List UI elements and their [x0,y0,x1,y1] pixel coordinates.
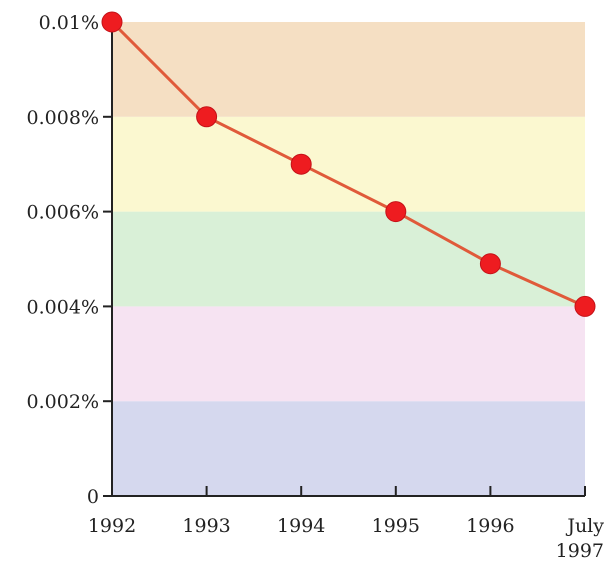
background-band-2 [112,211,585,307]
x-tick-label: 1994 [277,515,325,537]
x-tick-label-line: 1995 [372,515,420,537]
x-tick-label-line: 1993 [182,515,230,537]
x-tick-label: 1992 [88,515,136,537]
data-point [574,295,596,317]
x-tick-label-line: 1994 [277,515,325,537]
y-tick-label: 0.006% [27,202,99,224]
data-point [196,106,218,128]
data-point [385,201,407,223]
y-tick-label: 0.002% [27,391,99,413]
y-axis-tick-labels: 0 0.002% 0.004% 0.006% 0.008% 0.01% [27,12,99,508]
x-tick-label: July 1997 [556,515,605,562]
x-axis-tick-labels: 1992 1993 1994 1995 1996 July 1997 [88,515,604,562]
y-tick-label: 0.004% [27,296,99,318]
x-tick-label-line: 1996 [466,515,514,537]
y-tick-label: 0.01% [39,12,99,34]
x-tick-label-line: 1992 [88,515,136,537]
x-tick-label: 1995 [372,515,420,537]
data-point [479,253,501,275]
series-group [101,11,596,317]
series-line [110,20,586,308]
y-tick-label: 0.008% [27,107,99,129]
x-tick-label-line: 1997 [556,540,604,562]
background-band-1 [112,306,585,402]
x-tick-label: 1993 [182,515,230,537]
background-band-0 [112,401,585,496]
background-band-3 [112,116,585,212]
x-tick-label: 1996 [466,515,514,537]
data-point [101,11,123,33]
data-point [290,153,312,175]
x-tick-label-line: July [565,515,604,537]
y-tick-label: 0 [87,486,99,508]
background-band-4 [112,22,585,117]
